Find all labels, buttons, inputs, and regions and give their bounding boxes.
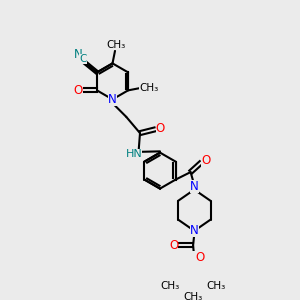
Text: HN: HN [125,149,142,159]
Text: CH₃: CH₃ [139,83,158,93]
Text: CH₃: CH₃ [184,292,203,300]
Text: O: O [202,154,211,166]
Text: O: O [156,122,165,135]
Text: C: C [80,54,87,64]
Text: O: O [169,239,178,252]
Text: N: N [190,224,199,237]
Text: O: O [195,251,205,264]
Text: N: N [74,48,83,61]
Text: CH₃: CH₃ [160,281,179,291]
Text: N: N [108,93,117,106]
Text: CH₃: CH₃ [207,281,226,291]
Text: CH₃: CH₃ [106,40,126,50]
Text: O: O [74,84,83,97]
Text: N: N [190,180,199,193]
